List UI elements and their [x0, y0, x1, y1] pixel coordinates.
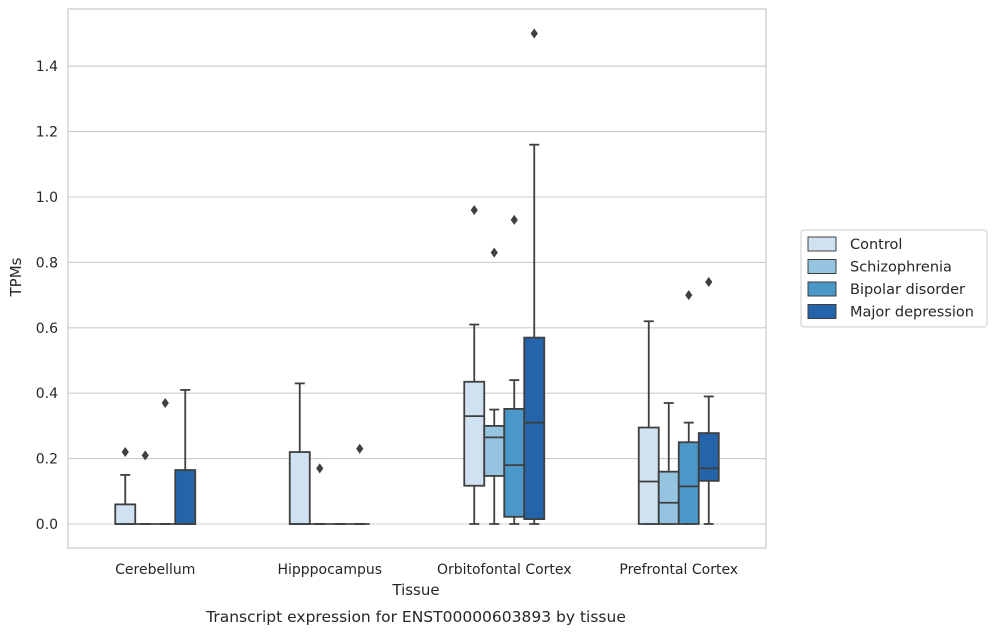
box: [523, 336, 546, 520]
x-tick-label: Cerebellum: [115, 562, 195, 578]
y-axis-label: TPMs: [7, 257, 25, 297]
y-tick-label: 1.4: [36, 59, 58, 75]
box: [288, 451, 311, 525]
y-axis-ticks: 0.0 0.2 0.4 0.6 0.8 1.0 1.2 1.4: [36, 59, 58, 533]
legend-swatch: [807, 281, 837, 297]
outlier-point: [161, 398, 169, 409]
legend-frame: [800, 229, 988, 328]
outlier-point: [510, 214, 518, 225]
y-tick-label: 0.8: [36, 255, 58, 271]
series-schizophrenia: [135, 247, 680, 525]
legend-label: Bipolar disorder: [850, 282, 965, 298]
outlier-point: [141, 450, 149, 461]
outlier-point: [685, 290, 693, 301]
chart-caption: Transcript expression for ENST0000060389…: [205, 608, 626, 626]
box: [637, 426, 660, 525]
y-tick-label: 0.4: [36, 386, 58, 402]
plot-frame: [67, 8, 767, 549]
outlier-point: [470, 205, 478, 216]
box-series: [114, 28, 720, 525]
outlier-point: [316, 463, 324, 474]
outlier-point: [490, 247, 498, 258]
y-tick-label: 1.0: [36, 190, 58, 206]
box: [114, 503, 137, 525]
grid-lines: [68, 65, 766, 525]
box: [677, 441, 700, 525]
y-tick-label: 1.2: [36, 125, 58, 141]
y-tick-label: 0.2: [36, 452, 58, 468]
x-axis-label: Tissue: [391, 581, 439, 599]
series-control: [114, 205, 660, 525]
legend-swatch: [807, 304, 837, 319]
box: [483, 424, 506, 477]
x-axis-ticks: Cerebellum Hipppocampus Orbitofontal Corte…: [115, 562, 738, 578]
box: [463, 380, 486, 487]
legend-swatch: [807, 236, 837, 252]
box: [503, 407, 526, 518]
series-major-depression: [174, 28, 720, 525]
outlier-point: [705, 277, 713, 288]
x-tick-label: Prefrontal Cortex: [619, 562, 738, 578]
box: [697, 432, 720, 482]
legend-label: Major depression: [850, 305, 974, 321]
outlier-point: [121, 447, 129, 458]
outlier-point: [356, 443, 364, 454]
outlier-point: [530, 28, 538, 39]
box: [174, 469, 197, 525]
series-bipolar-disorder: [155, 214, 700, 525]
legend-label: Control: [850, 237, 902, 253]
x-tick-label: Orbitofontal Cortex: [437, 562, 572, 578]
legend-swatch: [807, 259, 837, 274]
y-tick-label: 0.6: [36, 321, 58, 337]
x-tick-label: Hipppocampus: [277, 562, 382, 578]
legend-label: Schizophrenia: [850, 260, 952, 276]
y-tick-label: 0.0: [36, 517, 58, 533]
box: [657, 470, 680, 525]
legend: Control Schizophrenia Bipolar disorder Majo…: [800, 229, 988, 328]
